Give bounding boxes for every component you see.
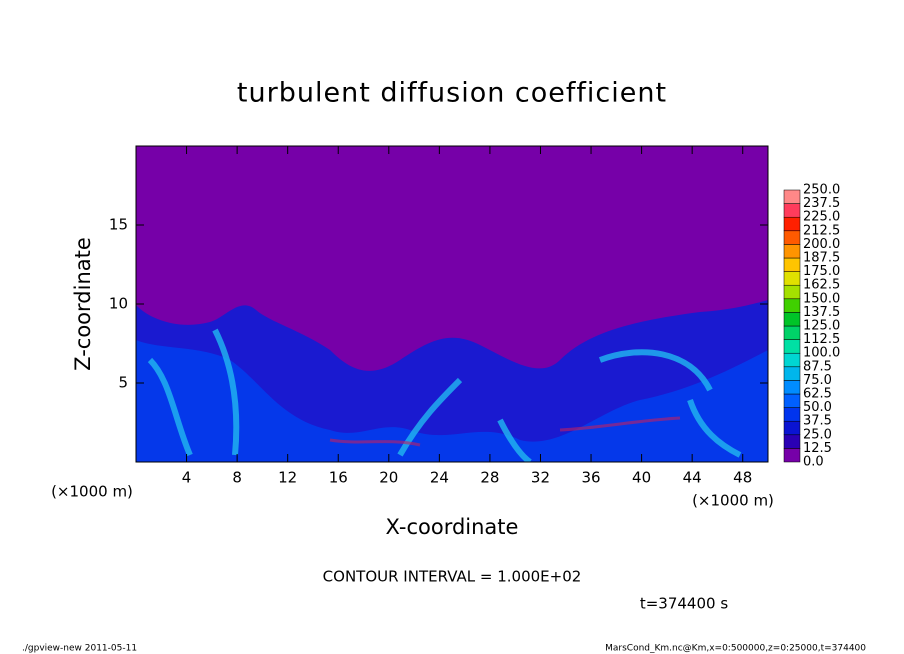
colorbar-label: 62.5 <box>803 387 832 402</box>
x-tick-label: 24 <box>430 469 449 487</box>
field-streak <box>329 416 681 447</box>
x-tick-label: 8 <box>232 469 242 487</box>
colorbar-label: 50.0 <box>803 400 832 415</box>
footer: MarsCond_Km.nc@Km,x=0:500000,z=0:25000,t… <box>605 644 866 654</box>
colorbar-label: 225.0 <box>803 210 840 225</box>
colorbar-label: 187.5 <box>803 251 840 266</box>
colorbar-swatch <box>783 407 801 422</box>
colorbar-swatch <box>783 352 801 368</box>
field <box>136 146 768 462</box>
colorbar-label: 150.0 <box>803 291 840 306</box>
x-axis-label: X-coordinate <box>386 515 519 539</box>
colorbar-swatch <box>783 257 801 272</box>
colorbar-label: 75.0 <box>803 373 832 388</box>
y-tick-label: 5 <box>118 374 128 392</box>
colorbar-swatch <box>783 393 801 408</box>
x-unit-label: (×1000 m) <box>692 492 774 510</box>
colorbar-label: 250.0 <box>803 183 840 198</box>
colorbar-label: 25.0 <box>803 427 832 442</box>
colorbar-label: 37.5 <box>803 414 832 429</box>
colorbar-swatch <box>783 325 801 340</box>
colorbar-swatch <box>783 284 801 300</box>
colorbar-swatch <box>783 420 801 436</box>
colorbar-swatch <box>783 448 801 463</box>
chart-title: turbulent diffusion coefficient <box>237 78 667 109</box>
colorbar-label: 200.0 <box>803 237 840 252</box>
colorbar-swatch <box>783 434 801 449</box>
colorbar-swatch <box>783 216 801 232</box>
annotation: CONTOUR INTERVAL = 1.000E+02 <box>323 568 582 586</box>
y-axis-label: Z-coordinate <box>71 237 95 371</box>
colorbar-label: 100.0 <box>803 346 840 361</box>
colorbar-swatch <box>783 203 801 218</box>
colorbar-swatch <box>783 366 801 381</box>
x-unit-label: (×1000 m) <box>51 483 133 501</box>
colorbar-label: 112.5 <box>803 332 840 347</box>
annotation: t=374400 s <box>640 595 728 613</box>
field-streak <box>147 328 742 462</box>
x-tick-label: 12 <box>278 469 297 487</box>
colorbar-label: 87.5 <box>803 359 832 374</box>
colorbar-swatch <box>783 230 801 245</box>
colorbar-label: 212.5 <box>803 223 840 238</box>
x-tick-label: 44 <box>683 469 702 487</box>
colorbar-label: 0.0 <box>803 455 824 470</box>
x-tick-label: 36 <box>581 469 600 487</box>
y-tick-label: 15 <box>109 216 128 234</box>
colorbar-label: 175.0 <box>803 264 840 279</box>
colorbar-swatch <box>783 312 801 327</box>
colorbar-label: 12.5 <box>803 441 832 456</box>
colorbar-swatch <box>783 339 801 354</box>
x-tick-label: 32 <box>531 469 550 487</box>
x-tick-label: 20 <box>379 469 398 487</box>
colorbar-label: 162.5 <box>803 278 840 293</box>
colorbar-swatch <box>783 271 801 286</box>
colorbar-label: 237.5 <box>803 196 840 211</box>
colorbar-label: 125.0 <box>803 319 840 334</box>
x-tick-label: 28 <box>480 469 499 487</box>
footer: ./gpview-new 2011-05-11 <box>22 644 137 654</box>
colorbar-swatch <box>783 298 801 313</box>
colorbar-label: 137.5 <box>803 305 840 320</box>
colorbar-swatch <box>783 380 801 395</box>
x-tick-label: 48 <box>733 469 752 487</box>
colorbar-swatch <box>783 189 801 204</box>
x-tick-label: 40 <box>632 469 651 487</box>
y-tick-label: 10 <box>109 295 128 313</box>
x-tick-label: 4 <box>182 469 192 487</box>
field-region <box>136 340 768 462</box>
x-tick-label: 16 <box>329 469 348 487</box>
colorbar-swatch <box>783 244 801 259</box>
